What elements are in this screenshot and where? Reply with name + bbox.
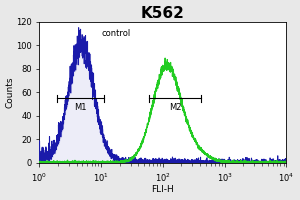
X-axis label: FLI-H: FLI-H [152, 185, 174, 194]
Text: M1: M1 [74, 103, 87, 112]
Text: control: control [101, 29, 130, 38]
Text: M2: M2 [169, 103, 182, 112]
Title: K562: K562 [141, 6, 185, 21]
Y-axis label: Counts: Counts [6, 76, 15, 108]
